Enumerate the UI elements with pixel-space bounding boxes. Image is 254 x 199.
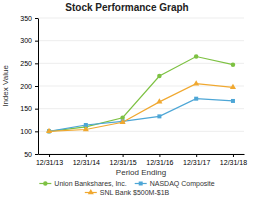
tick-label: 12/31/16 [146,159,173,166]
tick-mark [86,154,87,157]
axis-line [38,19,39,155]
marker [46,128,52,133]
marker [83,126,89,131]
y-tick: 350 [20,15,38,22]
marker [193,80,199,85]
x-tick: 12/31/18 [220,154,247,166]
series [47,97,235,134]
chart: Stock Performance Graph Union Bankshares,… [0,0,254,199]
tick-label: 12/31/15 [109,159,136,166]
tick-mark [35,131,38,132]
x-tick: 12/31/13 [36,154,63,166]
marker [157,74,162,79]
marker [231,99,235,103]
grid [38,18,244,154]
tick-label: 12/31/13 [36,159,63,166]
legend-item: Union Bankshares, Inc. [39,180,126,187]
legend-label: NASDAQ Composite [150,180,215,188]
tick-label: 50 [24,151,32,158]
tick-label: 350 [20,15,32,22]
axis-line [39,154,245,155]
title: Stock Performance Graph [65,2,188,13]
grid-line [38,63,244,64]
tick-mark [123,154,124,157]
tick-mark [159,154,160,157]
grid-line [38,154,244,155]
tick-mark [35,18,38,19]
x-tick: 12/31/14 [73,154,100,166]
grid-line [38,108,244,109]
y-tick: 250 [20,60,38,67]
x-tick: 12/31/15 [109,154,136,166]
legend-label: SNL Bank $500M-$1B [100,189,170,196]
legend-marker [43,181,48,186]
marker [157,114,161,118]
tick-label: 300 [20,37,32,44]
y-axis-title: Index Value [1,65,10,107]
tick-mark [35,154,38,155]
y-tick: 50 [24,151,38,158]
line [49,84,233,132]
marker [194,54,199,59]
legend-marker [88,189,94,194]
tick-mark [35,109,38,110]
line [49,57,233,132]
legend-item: SNL Bank $500M-$1B [85,189,170,196]
tick-label: 12/31/17 [183,159,210,166]
tick-label: 150 [20,105,32,112]
marker [231,62,236,67]
grid-line [38,40,244,41]
y-axis: 50 100 150 200 250 300 350 [20,15,38,158]
tick-label: 250 [20,60,32,67]
tick-label: 12/31/18 [220,159,247,166]
tick-mark [196,154,197,157]
series [46,80,236,133]
tick-mark [35,63,38,64]
grid-line [38,131,244,132]
x-tick: 12/31/17 [183,154,210,166]
x-tick: 12/31/16 [146,154,173,166]
y-tick: 100 [20,128,38,135]
y-tick: 200 [20,83,38,90]
legend: Union Bankshares, Inc. NASDAQ CompositeSN… [39,180,214,196]
grid-line [38,18,244,19]
legend-marker [139,182,143,186]
tick-label: 12/31/14 [73,159,100,166]
marker [230,84,236,89]
plot-area [46,54,236,133]
tick-label: 100 [20,128,32,135]
x-axis-title: Period Ending [116,168,166,177]
y-tick: 300 [20,37,38,44]
tick-mark [49,154,50,157]
series [47,54,235,133]
marker [156,98,162,103]
marker [194,97,198,101]
legend-label: Union Bankshares, Inc. [54,180,126,187]
tick-label: 200 [20,83,32,90]
x-axis: 12/31/13 12/31/14 12/31/15 12/31/16 12/31/17… [36,154,247,166]
tick-mark [233,154,234,157]
line [49,99,233,132]
tick-mark [35,41,38,42]
legend-item: NASDAQ Composite [135,180,215,188]
y-tick: 150 [20,105,38,112]
tick-mark [35,86,38,87]
marker [120,119,126,124]
